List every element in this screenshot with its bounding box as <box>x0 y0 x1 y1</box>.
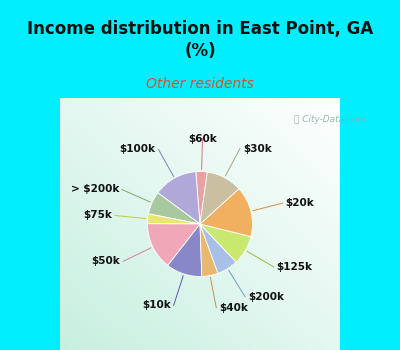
Wedge shape <box>148 224 200 265</box>
Text: $125k: $125k <box>277 262 313 272</box>
Wedge shape <box>196 172 207 224</box>
Text: $50k: $50k <box>92 256 120 266</box>
Wedge shape <box>148 214 200 224</box>
Text: $40k: $40k <box>219 303 248 313</box>
Text: $75k: $75k <box>83 210 112 220</box>
Text: $60k: $60k <box>188 134 217 143</box>
Text: $30k: $30k <box>243 144 272 154</box>
Wedge shape <box>148 193 200 224</box>
Text: > $200k: > $200k <box>71 184 119 195</box>
Wedge shape <box>200 224 218 276</box>
Wedge shape <box>200 224 251 262</box>
Wedge shape <box>158 172 200 224</box>
Text: $200k: $200k <box>248 292 284 302</box>
Text: Income distribution in East Point, GA
(%): Income distribution in East Point, GA (%… <box>27 20 373 60</box>
Wedge shape <box>168 224 202 276</box>
Text: ⓘ City-Data.com: ⓘ City-Data.com <box>294 116 367 125</box>
Text: $20k: $20k <box>286 198 314 208</box>
Wedge shape <box>200 172 239 224</box>
Text: $100k: $100k <box>120 144 156 154</box>
Wedge shape <box>200 224 236 273</box>
Text: Other residents: Other residents <box>146 77 254 91</box>
Text: $10k: $10k <box>142 300 171 310</box>
Wedge shape <box>200 189 252 237</box>
